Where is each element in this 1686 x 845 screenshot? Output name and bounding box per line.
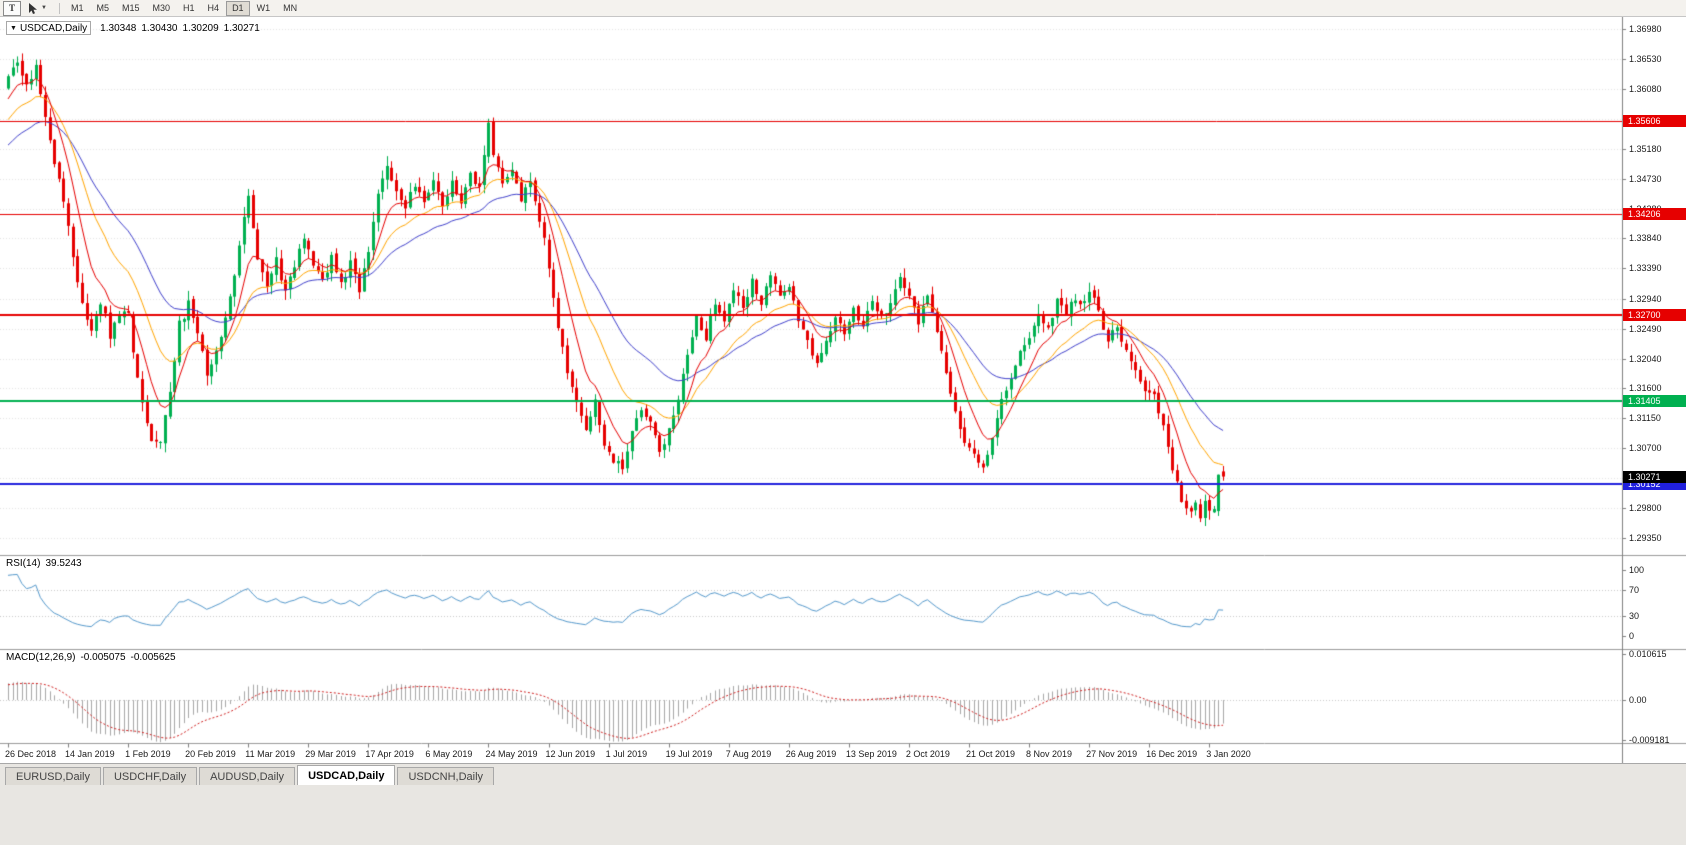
price-axis-label: 1.29350 [1629, 532, 1662, 543]
timeframe-button-mn[interactable]: MN [283, 3, 298, 13]
date-axis-label: 12 Jun 2019 [545, 748, 596, 759]
date-axis-label: 19 Jul 2019 [665, 748, 713, 759]
price-axis-label: 1.36080 [1629, 84, 1662, 95]
date-axis-label: 13 Sep 2019 [845, 748, 897, 759]
symbol-dropdown-icon: ▼ [10, 24, 17, 32]
symbol-selector[interactable]: ▼ USDCAD,Daily [6, 21, 92, 35]
price-chart-canvas[interactable] [0, 17, 1686, 763]
macd-axis-label: 0.00 [1629, 695, 1647, 706]
timeframe-toolbar: T ▼ M1 M5 M15 M30 H1 H4 D1 W1 MN [0, 0, 1686, 17]
timeframe-button-m30[interactable]: M30 [152, 3, 171, 13]
text-tool-button[interactable]: T [3, 0, 22, 16]
rsi-axis-label: 0 [1629, 631, 1635, 642]
ohlc-low-value: 1.30209 [182, 22, 219, 34]
timeframe-button-d1[interactable]: D1 [226, 0, 250, 16]
date-axis-label: 11 Mar 2019 [245, 748, 296, 759]
chart-tab-usdcnh[interactable]: USDCNH,Daily [397, 767, 495, 785]
price-axis-label: 1.29800 [1629, 502, 1662, 513]
date-axis-label: 14 Jan 2019 [65, 748, 115, 759]
rsi-axis-label: 100 [1629, 564, 1645, 575]
date-axis-label: 7 Aug 2019 [725, 748, 772, 759]
current-price-badge: 1.30271 [1623, 471, 1686, 483]
price-axis-label: 1.30700 [1629, 442, 1662, 453]
rsi-name: RSI(14) [6, 558, 41, 569]
chart-tab-usdchf[interactable]: USDCHF,Daily [102, 767, 198, 785]
date-axis-label: 6 May 2019 [425, 748, 473, 759]
dropdown-caret-icon: ▼ [41, 5, 47, 11]
rsi-axis-label: 30 [1629, 611, 1640, 622]
resistance-price-badge: 1.34206 [1623, 208, 1686, 220]
timeframe-button-h1[interactable]: H1 [183, 3, 195, 13]
timeframe-button-m15[interactable]: M15 [122, 3, 140, 13]
price-axis-label: 1.32490 [1629, 323, 1662, 334]
macd-axis-label: 0.010615 [1629, 649, 1667, 659]
chart-tab-usdcad[interactable]: USDCAD,Daily [297, 765, 396, 785]
date-axis-label: 20 Feb 2019 [185, 748, 236, 759]
date-axis-label: 21 Oct 2019 [965, 748, 1015, 759]
macd-name: MACD(12,26,9) [6, 652, 76, 663]
macd-main-value: -0.005075 [80, 652, 126, 663]
chart-tab-bar: EURUSD,Daily USDCHF,Daily AUDUSD,Daily USDC… [0, 763, 1686, 785]
macd-signal-value: -0.005625 [130, 652, 176, 663]
timeframe-button-h4[interactable]: H4 [207, 3, 220, 13]
chart-title: ▼ USDCAD,Daily 1.30348 1.30430 1.30209 1… [6, 21, 260, 35]
price-axis-label: 1.31600 [1629, 382, 1662, 393]
rsi-value: 39.5243 [45, 558, 82, 569]
date-axis-label: 24 May 2019 [485, 748, 538, 759]
timeframe-button-w1[interactable]: W1 [256, 3, 271, 13]
chart-window: ▼ USDCAD,Daily 1.30348 1.30430 1.30209 1… [0, 17, 1686, 763]
price-axis-label: 1.33390 [1629, 263, 1662, 274]
date-axis-label: 26 Aug 2019 [785, 748, 837, 759]
rsi-axis-label: 70 [1629, 584, 1640, 595]
support-price-badge: 1.31405 [1623, 395, 1686, 407]
price-axis-label: 1.35180 [1629, 144, 1662, 155]
price-axis-label: 1.34730 [1629, 174, 1662, 185]
date-axis-label: 26 Dec 2018 [5, 748, 57, 759]
date-axis-label: 2 Oct 2019 [905, 748, 950, 759]
macd-axis-label: -0.009181 [1629, 735, 1670, 745]
price-axis-label: 1.36980 [1629, 24, 1662, 34]
date-axis-label: 1 Feb 2019 [125, 748, 171, 759]
date-axis-label: 29 Mar 2019 [305, 748, 356, 759]
cursor-tool-button[interactable]: ▼ [22, 1, 53, 16]
cursor-icon [29, 2, 38, 14]
toolbar-separator [58, 2, 60, 14]
date-axis-label: 8 Nov 2019 [1026, 748, 1073, 759]
chart-tab-audusd[interactable]: AUDUSD,Daily [199, 767, 296, 785]
timeframe-button-group: M1 M5 M15 M30 H1 H4 D1 W1 MN [65, 0, 304, 16]
ohlc-high-value: 1.30430 [141, 22, 178, 34]
date-axis-label: 27 Nov 2019 [1086, 748, 1138, 759]
chart-tab-eurusd[interactable]: EURUSD,Daily [5, 767, 101, 785]
price-axis-label: 1.36530 [1629, 54, 1662, 65]
price-axis-label: 1.31150 [1629, 412, 1661, 423]
workspace-background [0, 785, 1686, 845]
date-axis-label: 3 Jan 2020 [1206, 748, 1251, 759]
ohlc-open-value: 1.30348 [100, 22, 137, 34]
timeframe-button-m1[interactable]: M1 [70, 3, 84, 13]
timeframe-button-m5[interactable]: M5 [96, 3, 109, 13]
price-axis-label: 1.32940 [1629, 293, 1662, 304]
chart-symbol-label: USDCAD,Daily [19, 22, 88, 34]
rsi-indicator-label: RSI(14) 39.5243 [6, 558, 82, 569]
date-axis-label: 16 Dec 2019 [1146, 748, 1198, 759]
resistance-price-badge: 1.35606 [1623, 115, 1686, 127]
price-axis-label: 1.33840 [1629, 233, 1662, 244]
macd-indicator-label: MACD(12,26,9) -0.005075 -0.005625 [6, 652, 176, 663]
date-axis-label: 1 Jul 2019 [605, 748, 648, 759]
date-axis-label: 17 Apr 2019 [365, 748, 414, 759]
price-axis-label: 1.32040 [1629, 353, 1662, 364]
ohlc-close-value: 1.30271 [223, 22, 260, 34]
resistance-price-badge: 1.32700 [1623, 309, 1686, 321]
